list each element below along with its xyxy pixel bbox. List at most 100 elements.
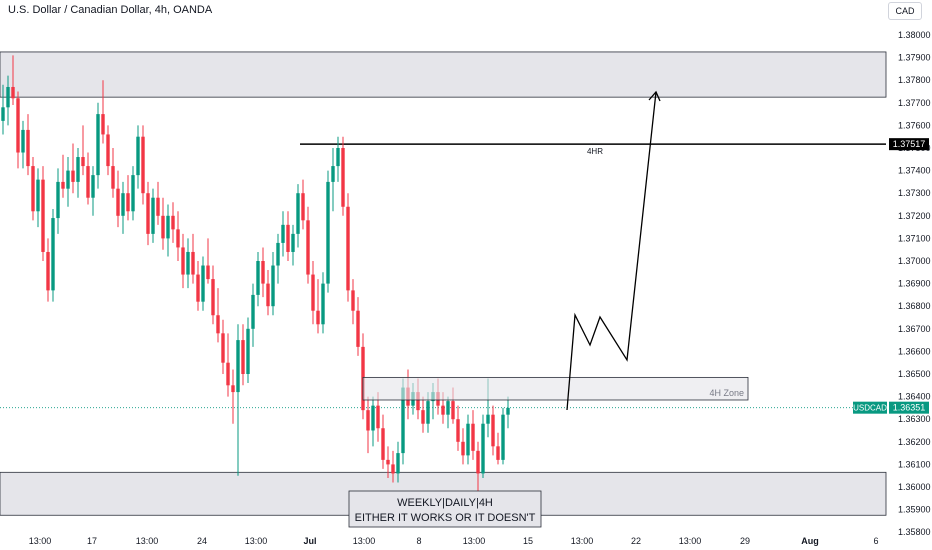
y-tick-label: 1.37300 bbox=[898, 188, 931, 198]
candle-body bbox=[261, 261, 265, 284]
candle-body bbox=[251, 294, 255, 329]
x-tick-label: 13:00 bbox=[136, 536, 159, 546]
x-tick-label: 13:00 bbox=[679, 536, 702, 546]
candle-body bbox=[201, 265, 205, 302]
candle-body bbox=[421, 410, 425, 424]
candle-body bbox=[236, 340, 240, 393]
currency-button[interactable]: CAD bbox=[888, 2, 922, 20]
candle-body bbox=[56, 181, 60, 219]
candle-body bbox=[266, 283, 270, 307]
annotation-line-2: EITHER IT WORKS OR IT DOESN'T bbox=[355, 512, 536, 524]
candle-body bbox=[66, 170, 70, 189]
candle-body bbox=[496, 446, 500, 460]
candle-body bbox=[41, 179, 45, 252]
candle-body bbox=[256, 261, 260, 295]
y-tick-label: 1.36100 bbox=[898, 459, 931, 469]
candle-body bbox=[456, 419, 460, 442]
y-tick-label: 1.37900 bbox=[898, 53, 931, 63]
candle-body bbox=[191, 251, 195, 275]
candle-body bbox=[206, 265, 210, 280]
candle-body bbox=[241, 340, 245, 374]
candle-body bbox=[371, 405, 375, 431]
candle-body bbox=[391, 464, 395, 474]
candle-body bbox=[96, 114, 100, 176]
candle-body bbox=[216, 315, 220, 334]
y-tick-label: 1.37800 bbox=[898, 75, 931, 85]
candle-body bbox=[86, 166, 90, 198]
y-tick-label: 1.36400 bbox=[898, 392, 931, 402]
candle-body bbox=[451, 401, 455, 420]
y-tick-label: 1.37600 bbox=[898, 120, 931, 130]
candle-body bbox=[221, 333, 225, 363]
candle-body bbox=[166, 215, 170, 239]
x-tick-label: 13:00 bbox=[463, 536, 486, 546]
y-tick-label: 1.36300 bbox=[898, 414, 931, 424]
annotation-line-1: WEEKLY|DAILY|4H bbox=[397, 497, 493, 509]
y-tick-label: 1.37700 bbox=[898, 98, 931, 108]
candle-body bbox=[441, 405, 445, 415]
candle-body bbox=[51, 218, 55, 291]
y-tick-label: 1.37400 bbox=[898, 166, 931, 176]
y-tick-label: 1.35800 bbox=[898, 527, 931, 537]
candle-body bbox=[296, 193, 300, 234]
candle-body bbox=[336, 148, 340, 167]
candle-body bbox=[76, 157, 80, 182]
candle-body bbox=[491, 414, 495, 447]
x-tick-label: 13:00 bbox=[353, 536, 376, 546]
candle-body bbox=[131, 175, 135, 212]
current-price-tag-text: 1.36351 bbox=[893, 403, 926, 413]
candle-body bbox=[401, 387, 405, 454]
candle-body bbox=[226, 362, 230, 386]
candle-body bbox=[176, 229, 180, 248]
candle-body bbox=[111, 166, 115, 189]
candle-body bbox=[91, 175, 95, 198]
candle-body bbox=[306, 220, 310, 275]
four-hour-zone[interactable] bbox=[362, 376, 749, 401]
x-tick-label: 22 bbox=[631, 536, 641, 546]
candle-body bbox=[426, 401, 430, 424]
candle-body bbox=[351, 290, 355, 311]
candle-body bbox=[196, 274, 200, 302]
candle-body bbox=[346, 206, 350, 291]
x-tick-label: 17 bbox=[87, 536, 97, 546]
candle-body bbox=[506, 407, 510, 415]
candle-body bbox=[341, 148, 345, 207]
candle-body bbox=[416, 392, 420, 411]
symbol-tag bbox=[853, 401, 887, 414]
candle-body bbox=[171, 215, 175, 230]
y-tick-label: 1.36600 bbox=[898, 346, 931, 356]
candle-body bbox=[126, 193, 130, 212]
candle-body bbox=[366, 410, 370, 431]
candle-body bbox=[446, 401, 450, 415]
y-tick-label: 1.38000 bbox=[898, 30, 931, 40]
projection-path[interactable] bbox=[566, 91, 657, 411]
candle-body bbox=[301, 193, 305, 221]
projection-arrowhead bbox=[648, 90, 661, 102]
resistance-price-tag-text: 1.37517 bbox=[893, 139, 926, 149]
candle-body bbox=[376, 405, 380, 429]
candle-body bbox=[331, 166, 335, 182]
candle-body bbox=[386, 459, 390, 465]
candle-body bbox=[231, 385, 235, 393]
chart-title: U.S. Dollar / Canadian Dollar, 4h, OANDA bbox=[8, 4, 213, 16]
candle-body bbox=[156, 197, 160, 216]
x-tick-label: 13:00 bbox=[29, 536, 52, 546]
annotation-box-bg bbox=[348, 490, 542, 528]
candle-body bbox=[146, 193, 150, 234]
candle-body bbox=[151, 197, 155, 234]
candle-body bbox=[116, 188, 120, 216]
candles bbox=[1, 55, 510, 497]
x-tick-label: 29 bbox=[740, 536, 750, 546]
resistance-price-tag bbox=[889, 138, 929, 151]
x-tick-label: 13:00 bbox=[571, 536, 594, 546]
x-tick-label: 15 bbox=[523, 536, 533, 546]
current-price-tag bbox=[889, 401, 929, 414]
y-tick-label: 1.37000 bbox=[898, 256, 931, 266]
annotation-box[interactable]: WEEKLY|DAILY|4H EITHER IT WORKS OR IT DOE… bbox=[348, 490, 542, 528]
candle-body bbox=[121, 193, 125, 216]
demand-supply-zone bbox=[0, 51, 887, 98]
candle-body bbox=[311, 274, 315, 311]
candle-body bbox=[271, 265, 275, 307]
candle-body bbox=[36, 179, 40, 212]
